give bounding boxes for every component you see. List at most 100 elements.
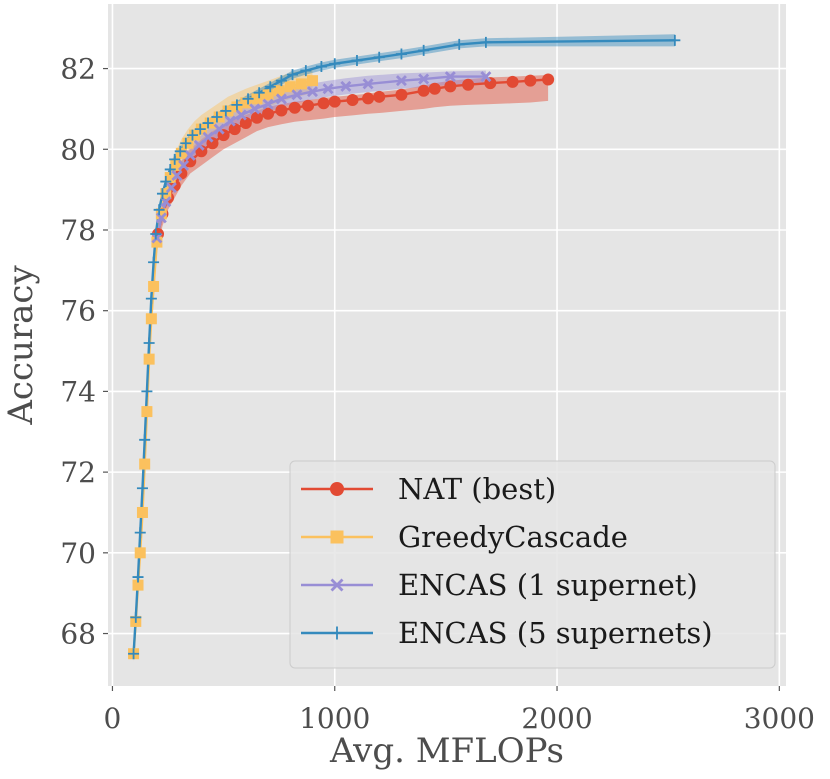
data-point — [180, 137, 192, 149]
data-point — [302, 99, 315, 112]
data-point — [148, 256, 160, 268]
data-point — [373, 51, 385, 63]
data-point — [275, 104, 288, 117]
data-point — [346, 94, 359, 107]
data-point — [134, 547, 146, 559]
data-point — [224, 115, 236, 127]
data-point — [169, 153, 181, 165]
data-point — [395, 48, 407, 60]
data-point — [194, 123, 206, 135]
data-point — [151, 236, 163, 248]
data-point — [330, 626, 344, 640]
data-point — [141, 385, 153, 397]
data-point — [213, 123, 225, 135]
data-point — [184, 149, 196, 161]
y-tick-label: 80 — [60, 133, 96, 166]
data-point — [151, 232, 163, 244]
data-point — [418, 44, 430, 56]
data-point — [235, 109, 247, 121]
data-point — [160, 176, 172, 188]
data-point — [150, 228, 162, 240]
y-axis-label: Accuracy — [1, 265, 41, 426]
data-point — [134, 527, 146, 539]
data-point — [284, 81, 296, 93]
data-point — [264, 81, 276, 93]
data-point — [322, 83, 334, 95]
data-point — [395, 75, 407, 87]
data-point — [231, 99, 243, 111]
y-tick-label: 76 — [60, 295, 96, 328]
y-tick-label: 68 — [60, 618, 96, 651]
x-tick-label: 0 — [104, 702, 122, 735]
data-point — [484, 77, 497, 90]
data-point — [178, 159, 190, 171]
data-point — [351, 54, 363, 66]
data-point — [195, 145, 208, 158]
y-tick-label: 78 — [60, 214, 96, 247]
data-point — [164, 163, 176, 175]
data-point — [291, 89, 303, 101]
y-axis-ticks: 68 70 72 74 76 78 80 82 — [60, 53, 108, 651]
data-point — [141, 406, 153, 418]
data-point — [418, 73, 430, 85]
data-point — [240, 97, 252, 109]
legend-label: GreedyCascade — [398, 520, 628, 554]
data-point — [362, 92, 375, 105]
data-point — [171, 170, 183, 182]
data-point — [417, 84, 430, 97]
data-point — [524, 74, 537, 87]
data-point — [444, 71, 456, 83]
data-point — [164, 172, 176, 184]
data-point — [428, 82, 441, 95]
data-point — [242, 93, 254, 105]
data-point — [275, 93, 287, 105]
data-point — [262, 107, 275, 120]
legend-label: ENCAS (5 supernets) — [398, 616, 713, 650]
legend: NAT (best) GreedyCascade ENCAS (1 supernet… — [289, 460, 776, 669]
data-point — [250, 111, 263, 124]
series-markers — [128, 34, 681, 660]
data-point — [295, 78, 307, 90]
data-point — [228, 123, 241, 136]
data-point — [130, 611, 142, 623]
data-point — [128, 648, 140, 660]
data-point — [315, 61, 327, 73]
data-point — [211, 111, 223, 123]
data-point — [202, 131, 214, 143]
data-point — [186, 129, 198, 141]
data-point — [307, 75, 319, 87]
grid-lines — [108, 4, 786, 686]
legend-label: NAT (best) — [398, 472, 556, 506]
data-point — [506, 75, 519, 88]
data-point — [373, 90, 386, 103]
data-point — [395, 88, 408, 101]
data-point — [444, 80, 457, 93]
data-point — [340, 80, 352, 92]
data-point — [462, 78, 475, 91]
data-point — [480, 71, 492, 83]
data-point — [239, 117, 252, 130]
data-point — [249, 103, 261, 115]
x-tick-label: 1000 — [299, 702, 370, 735]
data-point — [145, 293, 157, 305]
x-axis-label: Avg. MFLOPs — [329, 731, 564, 771]
data-point — [542, 73, 555, 86]
data-point — [300, 65, 312, 77]
data-point — [139, 434, 151, 446]
y-tick-label: 72 — [60, 456, 96, 489]
data-point — [170, 159, 182, 171]
y-tick-label: 70 — [60, 537, 96, 570]
data-point — [155, 208, 167, 220]
data-point — [330, 578, 344, 592]
y-tick-label: 82 — [60, 53, 96, 86]
data-point — [145, 313, 157, 325]
data-point — [330, 530, 344, 544]
data-point — [251, 93, 263, 105]
legend-label: ENCAS (1 supernet) — [398, 568, 698, 602]
legend-box — [289, 460, 776, 669]
data-point — [148, 280, 160, 292]
data-point — [288, 101, 301, 114]
data-point — [262, 98, 274, 110]
data-point — [669, 34, 681, 46]
